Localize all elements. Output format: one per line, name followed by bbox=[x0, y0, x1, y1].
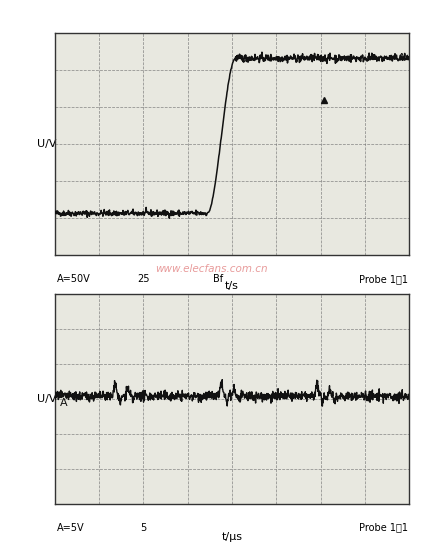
Text: Bf: Bf bbox=[213, 274, 223, 284]
Y-axis label: U/V: U/V bbox=[37, 394, 56, 404]
Text: A=50V: A=50V bbox=[57, 274, 90, 284]
Text: 5: 5 bbox=[141, 522, 146, 532]
Text: www.elecfans.com.cn: www.elecfans.com.cn bbox=[155, 264, 267, 274]
Text: A=5V: A=5V bbox=[57, 522, 84, 532]
Text: t/μs: t/μs bbox=[222, 531, 243, 541]
Text: 25: 25 bbox=[137, 274, 150, 284]
Text: t/s: t/s bbox=[225, 281, 239, 291]
Text: Probe 1：1: Probe 1：1 bbox=[359, 274, 408, 284]
Text: (a)输出电压响应图: (a)输出电压响应图 bbox=[199, 304, 265, 316]
Text: Probe 1：1: Probe 1：1 bbox=[359, 522, 408, 532]
Y-axis label: U/V: U/V bbox=[37, 139, 56, 149]
Text: A: A bbox=[60, 398, 68, 408]
Text: A: A bbox=[398, 53, 406, 63]
